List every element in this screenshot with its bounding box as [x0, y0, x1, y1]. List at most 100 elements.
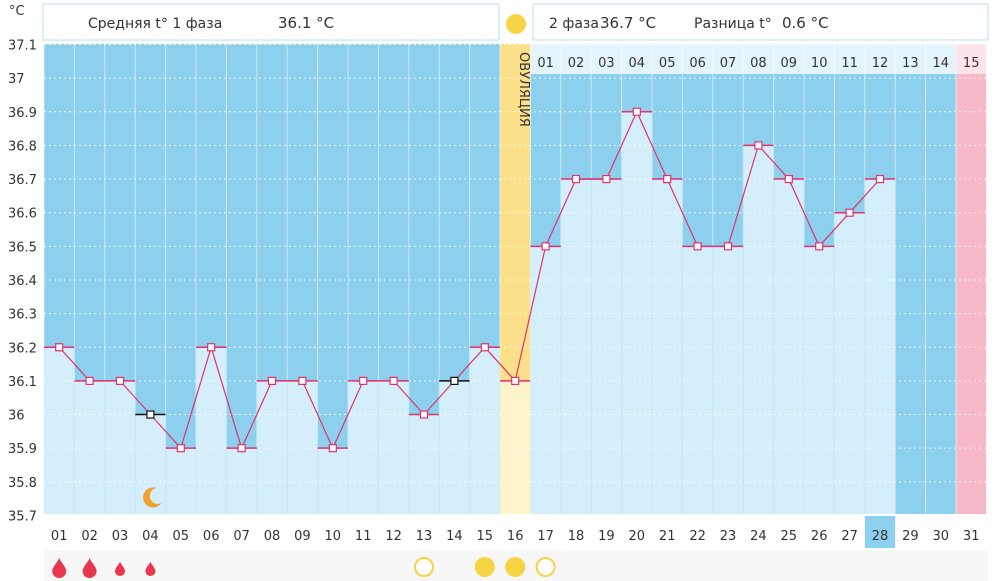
x-tick-label: 27	[841, 529, 858, 544]
bar	[591, 179, 622, 514]
y-tick-label: 36.5	[8, 240, 37, 255]
y-tick-label: 36.6	[8, 207, 37, 222]
blood-drop-icon	[52, 558, 67, 578]
phase1-value: 36.1 °C	[278, 14, 334, 32]
y-tick-label: 35.8	[8, 476, 37, 491]
luteal-day-label: 08	[750, 56, 767, 71]
y-tick-label: 36.8	[8, 139, 37, 154]
x-axis: 01 02 03 04 05 06 07 08 09 10 11 12 13 14 15 16 17 18 19 20…	[51, 516, 980, 548]
luteal-day-label: 12	[872, 56, 889, 71]
temperature-point	[815, 242, 824, 251]
bar	[834, 212, 865, 514]
temperature-point	[176, 444, 185, 453]
bar	[226, 448, 257, 514]
temperature-point	[450, 376, 459, 385]
bar	[257, 380, 287, 514]
x-tick-label: 02	[81, 529, 98, 544]
x-tick-label: 13	[416, 529, 433, 544]
bar	[44, 347, 74, 514]
temperature-point	[55, 343, 64, 352]
temperature-bars	[44, 111, 895, 515]
temperature-point	[389, 376, 398, 385]
phase2-label: 2 фаза	[549, 16, 599, 32]
x-tick-label: 17	[537, 529, 554, 544]
bar	[652, 179, 682, 514]
y-tick-label: 36.1	[8, 375, 37, 390]
x-tick-label: 30	[933, 529, 950, 544]
luteal-label-strip	[530, 44, 987, 74]
grid-lines	[43, 44, 988, 514]
temperature-point	[207, 343, 216, 352]
x-tick-label: 22	[689, 529, 706, 544]
bar	[378, 380, 409, 514]
temperature-point	[541, 242, 550, 251]
temperature-point	[602, 174, 611, 184]
y-tick-label: 36.9	[8, 106, 37, 121]
x-tick-label: 31	[963, 529, 980, 544]
x-tick-label: 01	[51, 529, 68, 544]
ovulation-sun-icon	[506, 14, 526, 34]
x-tick-label: 03	[112, 529, 129, 544]
x-tick-label: 24	[750, 529, 767, 544]
y-tick-label: 35.9	[8, 442, 37, 457]
temperature-point	[571, 174, 581, 184]
bar	[74, 380, 105, 514]
luteal-day-label: 13	[902, 56, 919, 71]
temperature-point	[419, 410, 429, 419]
blood-drop-icon	[114, 561, 126, 577]
temperature-markers	[44, 107, 896, 453]
x-tick-label: 29	[902, 529, 919, 544]
temperature-polyline	[58, 110, 881, 450]
header: Средняя t° 1 фаза 36.1 °C 2 фаза 36.7 °C…	[42, 3, 989, 41]
bar	[682, 246, 713, 514]
phase2-box	[532, 3, 989, 41]
temperature-point	[328, 444, 337, 453]
x-tick-label: 28	[872, 529, 889, 544]
circle-outline-icon	[535, 557, 556, 577]
temperature-point	[146, 410, 155, 419]
luteal-day-label: 14	[933, 56, 950, 71]
bar	[135, 414, 166, 514]
y-tick-label: 36.7	[8, 173, 37, 188]
phase1-label: Средняя t° 1 фаза	[88, 16, 222, 32]
circle-filled-icon	[474, 557, 495, 577]
luteal-day-labels: 01 02 03 04 05 06 07 08 09 10 11 12 13 14 15 ОВУЛЯЦИЯ	[516, 52, 979, 127]
bar	[105, 380, 135, 514]
temperature-point	[115, 376, 125, 385]
bar	[865, 179, 895, 514]
bar	[287, 380, 318, 514]
circle-filled-icon	[505, 557, 526, 577]
bar	[500, 380, 530, 514]
y-tick-label: 36.2	[8, 341, 37, 356]
luteal-day-label: 07	[720, 56, 737, 71]
x-tick-label: 16	[507, 529, 524, 544]
bar	[774, 179, 804, 514]
x-tick-label: 15	[477, 529, 494, 544]
x-tick-label: 06	[203, 529, 220, 544]
y-axis: °C 35.7 35.8 35.9 36 36.1 36.2 36.3 36.4 36.5 36.…	[8, 4, 37, 524]
x-tick-label: 09	[294, 529, 311, 544]
day-symbols	[52, 487, 556, 579]
luteal-day-label: 01	[537, 56, 554, 71]
bar	[622, 111, 652, 514]
bar	[196, 347, 226, 514]
temperature-point	[723, 242, 733, 251]
temperature-point	[237, 444, 246, 453]
y-tick-label: 36.3	[8, 308, 37, 323]
temperature-point	[754, 141, 763, 150]
bar	[439, 380, 470, 514]
bar	[318, 448, 348, 514]
diff-value: 0.6 °C	[782, 14, 829, 32]
temperature-point	[784, 174, 793, 184]
y-tick-label: 36	[8, 409, 25, 424]
phase2-value: 36.7 °C	[600, 14, 656, 32]
diff-label: Разница t°	[694, 16, 772, 32]
x-tick-label: 10	[325, 529, 342, 544]
bar	[561, 179, 591, 514]
phase1-box	[42, 3, 500, 41]
x-tick-label: 25	[781, 529, 798, 544]
highlighted-day-cell	[864, 516, 896, 548]
luteal-day-label: 03	[598, 56, 615, 71]
temperature-point	[845, 208, 854, 217]
x-tick-label: 21	[659, 529, 676, 544]
